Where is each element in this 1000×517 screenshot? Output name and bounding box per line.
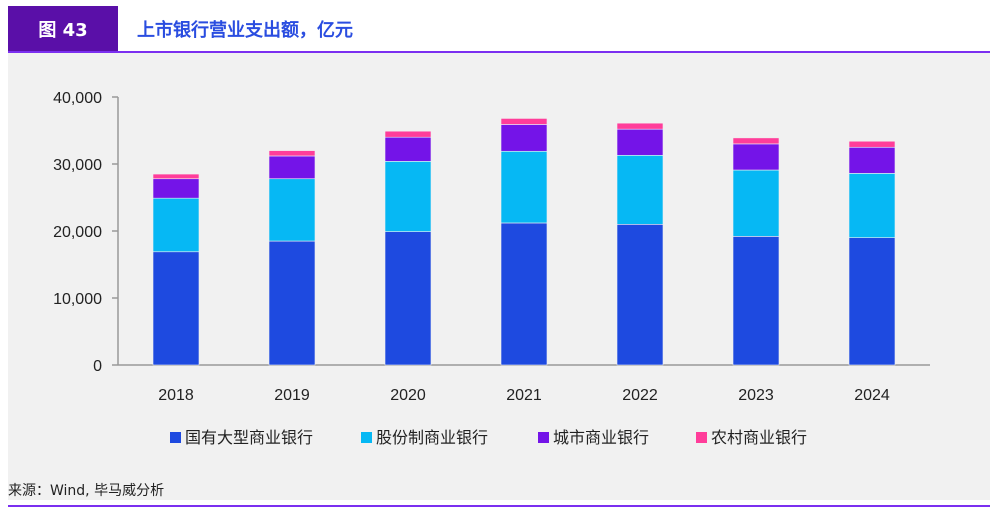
bar-2020-series-0 xyxy=(384,231,432,366)
bar-2019-series-0 xyxy=(268,240,316,366)
x-tick-label: 2023 xyxy=(738,387,774,404)
bar-2023-series-3 xyxy=(732,137,780,145)
x-tick-label: 2019 xyxy=(274,387,310,404)
bar-2023-series-1 xyxy=(732,169,780,237)
bar-2020-series-1 xyxy=(384,161,432,232)
bar-2024-series-0 xyxy=(848,237,896,366)
bar-2020-series-3 xyxy=(384,130,432,138)
legend-label: 城市商业银行 xyxy=(553,428,649,447)
bar-2021-series-0 xyxy=(500,222,548,366)
y-tick-label: 20,000 xyxy=(53,224,102,241)
bar-2024-series-1 xyxy=(848,173,896,239)
bar-2019-series-3 xyxy=(268,150,316,157)
bar-2023-series-0 xyxy=(732,236,780,366)
y-tick-label: 10,000 xyxy=(53,291,102,308)
bar-2018-series-1 xyxy=(152,197,200,253)
bar-2019-series-2 xyxy=(268,155,316,180)
bar-2024-series-2 xyxy=(848,146,896,174)
bar-2022-series-2 xyxy=(616,128,664,156)
x-tick-label: 2021 xyxy=(506,387,542,404)
x-tick-label: 2024 xyxy=(854,387,890,404)
legend-swatch xyxy=(170,432,181,443)
bar-2018-series-0 xyxy=(152,251,200,366)
bar-2020-series-2 xyxy=(384,136,432,162)
bar-2021-series-2 xyxy=(500,124,548,152)
figure-label: 图 43 xyxy=(8,6,118,52)
legend-swatch xyxy=(538,432,549,443)
header-divider xyxy=(8,51,990,53)
legend-label: 股份制商业银行 xyxy=(376,428,488,447)
bar-2022-series-3 xyxy=(616,122,664,130)
y-tick-label: 30,000 xyxy=(53,157,102,174)
bar-2021-series-3 xyxy=(500,118,548,125)
bar-2023-series-2 xyxy=(732,143,780,171)
chart-title: 上市银行营业支出额，亿元 xyxy=(137,20,353,41)
x-tick-label: 2022 xyxy=(622,387,658,404)
bar-2022-series-0 xyxy=(616,224,664,366)
y-tick-label: 40,000 xyxy=(53,90,102,107)
footer-divider xyxy=(8,505,990,507)
bar-2021-series-1 xyxy=(500,150,548,224)
x-tick-label: 2020 xyxy=(390,387,426,404)
x-tick-label: 2018 xyxy=(158,387,194,404)
bar-2019-series-1 xyxy=(268,178,316,242)
bar-2022-series-1 xyxy=(616,154,664,225)
bar-2018-series-3 xyxy=(152,173,200,180)
source-note: 来源：Wind, 毕马威分析 xyxy=(8,483,165,499)
legend-label: 国有大型商业银行 xyxy=(185,428,313,447)
legend-swatch xyxy=(361,432,372,443)
legend-label: 农村商业银行 xyxy=(711,428,807,447)
bar-2018-series-2 xyxy=(152,178,200,199)
legend-swatch xyxy=(696,432,707,443)
bar-2024-series-3 xyxy=(848,140,896,148)
y-tick-label: 0 xyxy=(93,358,102,375)
